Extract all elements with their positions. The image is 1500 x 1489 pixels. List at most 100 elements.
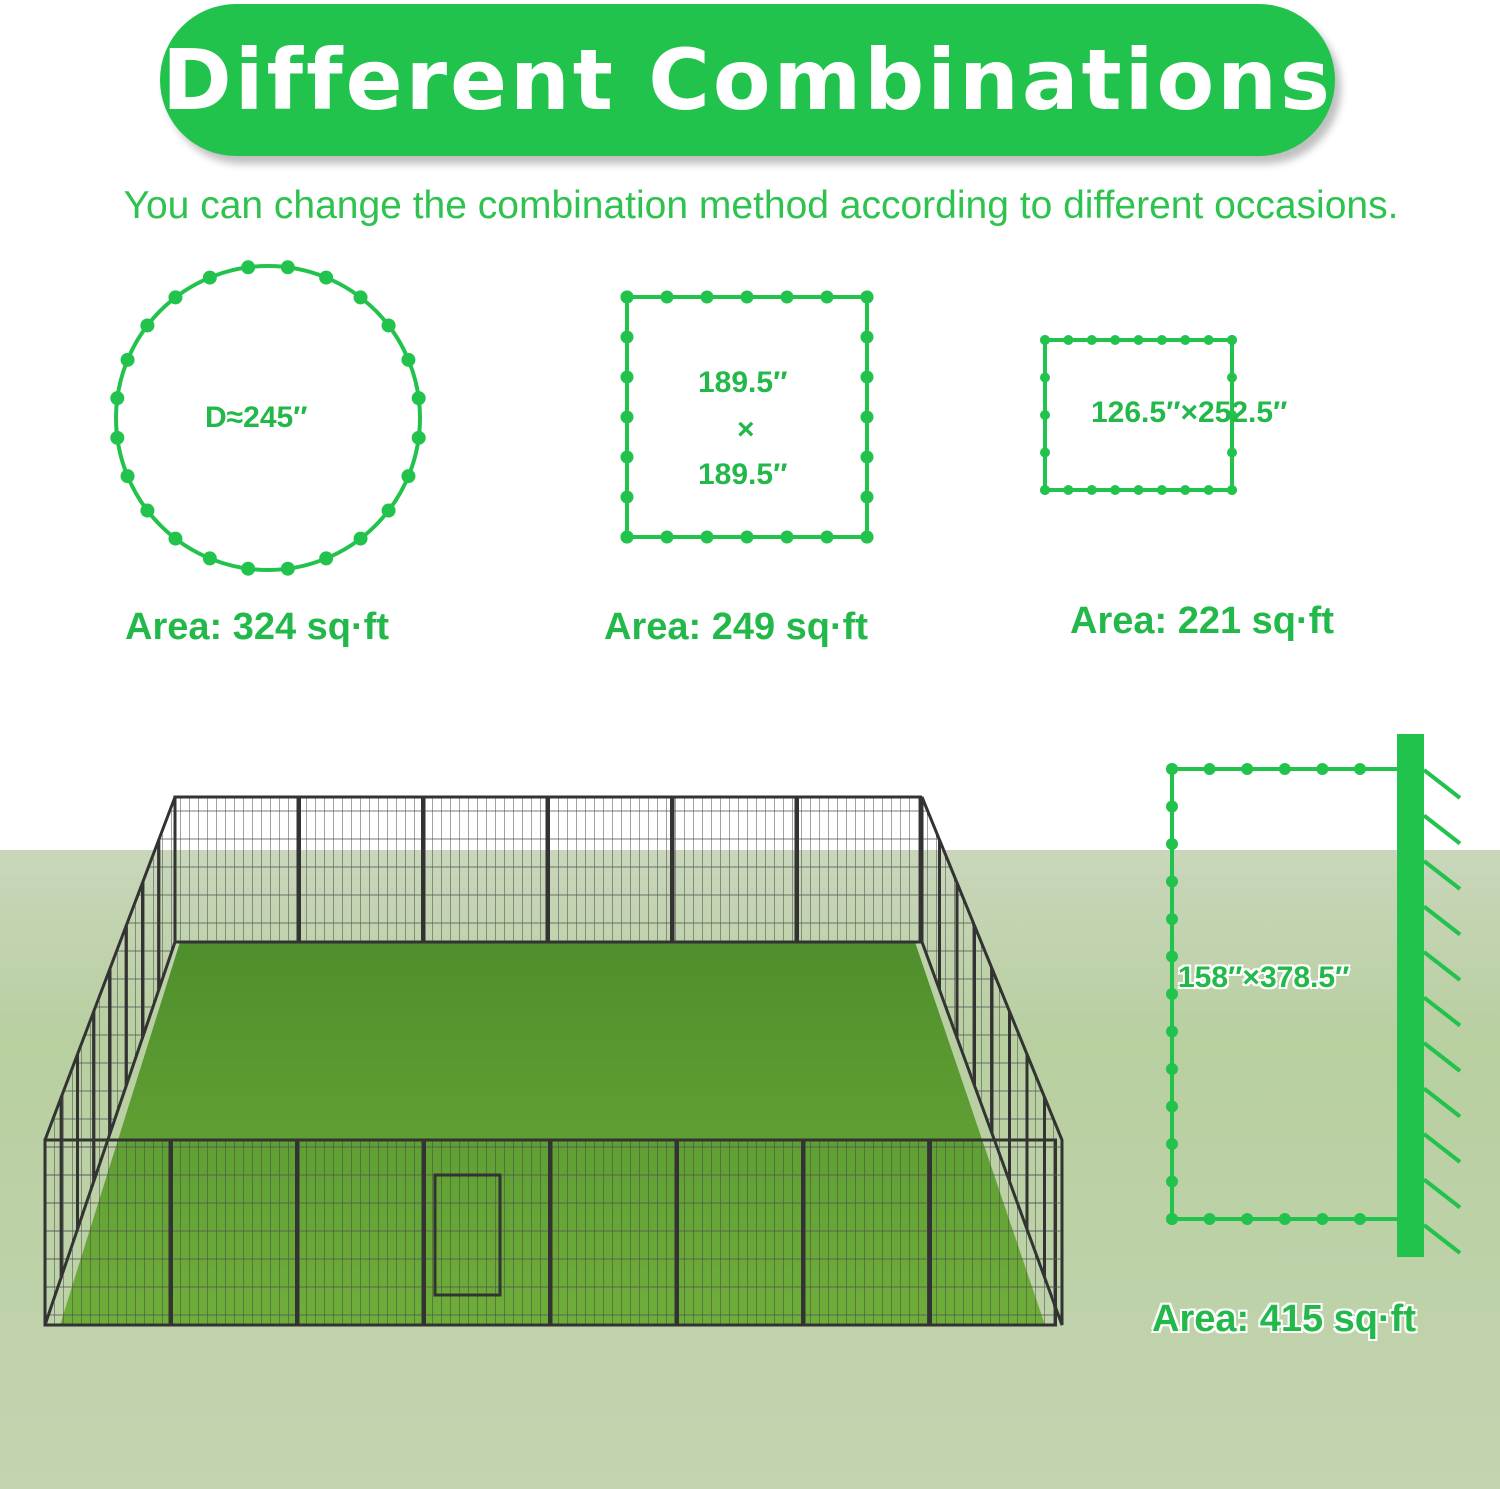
panel-joint-dot — [1166, 763, 1178, 775]
circle-diagram — [110, 260, 426, 576]
panel-joint-dot — [1040, 410, 1050, 420]
fence-panel — [802, 1138, 931, 1327]
panel-joint-dot — [1354, 1213, 1366, 1225]
panel-joint-dot — [280, 260, 295, 275]
rectangle-area: Area: 221 sq·ft — [1070, 600, 1334, 642]
panel-joint-dot — [1166, 1213, 1178, 1225]
wall-icon — [1397, 734, 1424, 1257]
panel-joint-dot — [1133, 485, 1144, 495]
panel-joint-dot — [1156, 335, 1167, 345]
page-title: Different Combinations — [162, 31, 1333, 129]
fence-panels — [43, 795, 1064, 1327]
panel-joint-dot — [1241, 1213, 1254, 1225]
panel-joint-dot — [1354, 763, 1366, 775]
panel-joint-dot — [1166, 1100, 1178, 1113]
wall-hatch — [1422, 1086, 1462, 1119]
fence-door — [433, 1173, 502, 1297]
panel-joint-dot — [780, 290, 794, 304]
panel-joint-dot — [241, 561, 256, 576]
panel-joint-dot — [1203, 1213, 1216, 1225]
square-diagram — [620, 290, 874, 544]
panel-joint-dot — [202, 270, 217, 285]
panel-joint-dot — [1166, 1063, 1178, 1075]
fence-panel — [298, 795, 424, 944]
panel-joint-dot — [700, 530, 714, 544]
wall-hatch — [1422, 859, 1462, 891]
panel-joint-dot — [860, 450, 874, 464]
panel-joint-dot — [353, 290, 368, 305]
panel-joint-dot — [110, 430, 125, 445]
panel-joint-dot — [660, 530, 674, 544]
panel-joint-dot — [202, 551, 217, 566]
panel-joint-dot — [820, 290, 834, 304]
wall-hatch — [1422, 995, 1462, 1028]
panel-joint-dot — [1241, 763, 1254, 775]
panel-joint-dot — [1166, 838, 1178, 850]
panel-joint-dot — [401, 469, 416, 484]
wall-area: Area: 415 sq·ft — [1152, 1298, 1416, 1340]
panel-joint-dot — [168, 290, 183, 305]
circle-area: Area: 324 sq·ft — [125, 606, 389, 648]
panel-joint-dot — [1166, 875, 1178, 888]
wall-hatch — [1422, 1223, 1462, 1255]
panel-joint-dot — [860, 530, 874, 544]
panel-joint-dot — [620, 330, 634, 344]
fence-panel — [422, 795, 549, 944]
panel-joint-dot — [740, 530, 754, 544]
panel-joint-dot — [660, 290, 674, 304]
panel-joint-dot — [1227, 372, 1237, 383]
square-dimension-bottom: 189.5″ — [698, 458, 788, 491]
panel-joint-dot — [1156, 485, 1167, 495]
panel-joint-dot — [1063, 485, 1074, 495]
wall-diagram — [1166, 734, 1462, 1257]
panel-joint-dot — [780, 530, 794, 544]
wall-hatch — [1422, 813, 1462, 846]
panel-joint-dot — [1110, 335, 1121, 345]
fence-panel — [170, 1138, 298, 1327]
panel-joint-dot — [1166, 950, 1178, 963]
panel-joint-dot — [1316, 1213, 1329, 1225]
square-dimension-top: 189.5″ — [698, 366, 788, 399]
panel-joint-dot — [1278, 1213, 1291, 1225]
panel-joint-dot — [1133, 335, 1144, 345]
panel-joint-dot — [1086, 485, 1097, 495]
square-dimension-times: × — [737, 413, 755, 446]
panel-joint-dot — [1227, 447, 1237, 458]
fence-panel — [547, 795, 673, 944]
panel-joint-dot — [411, 391, 426, 406]
panel-joint-dot — [241, 260, 256, 275]
panel-joint-dot — [381, 318, 396, 333]
panel-joint-dot — [1180, 485, 1191, 495]
panel-joint-dot — [1227, 335, 1237, 345]
panel-joint-dot — [620, 450, 634, 464]
wall-hatch — [1422, 1177, 1462, 1210]
rectangle-dimension: 126.5″×252.5″ — [1091, 396, 1288, 429]
wall-dimension: 158″×378.5″ — [1178, 961, 1350, 994]
panel-joint-dot — [401, 352, 416, 367]
wall-hatch — [1422, 768, 1462, 800]
panel-joint-dot — [1203, 335, 1214, 345]
panel-joint-dot — [740, 290, 754, 304]
panel-joint-dot — [1063, 335, 1074, 345]
wall-hatch — [1422, 950, 1462, 982]
wall-hatch — [1422, 904, 1462, 937]
panel-joint-dot — [1227, 410, 1237, 420]
fence-panel — [296, 1138, 425, 1327]
panel-joint-dot — [860, 370, 874, 384]
circle-outline — [114, 264, 422, 572]
panel-joint-dot — [140, 503, 155, 518]
panel-joint-dot — [280, 561, 295, 576]
circle-dimension: D≈245″ — [205, 401, 308, 434]
fence-panel — [173, 795, 300, 944]
fence-panel — [423, 1138, 551, 1327]
rectangle-diagram — [1040, 335, 1237, 495]
panel-joint-dot — [1086, 335, 1097, 345]
panel-joint-dot — [860, 410, 874, 424]
panel-joint-dot — [1166, 1175, 1178, 1188]
panel-joint-dot — [319, 270, 334, 285]
panel-joint-dot — [1040, 485, 1050, 495]
panel-joint-dot — [110, 391, 125, 406]
panel-joint-dot — [620, 290, 634, 304]
panel-joint-dot — [1110, 485, 1121, 495]
